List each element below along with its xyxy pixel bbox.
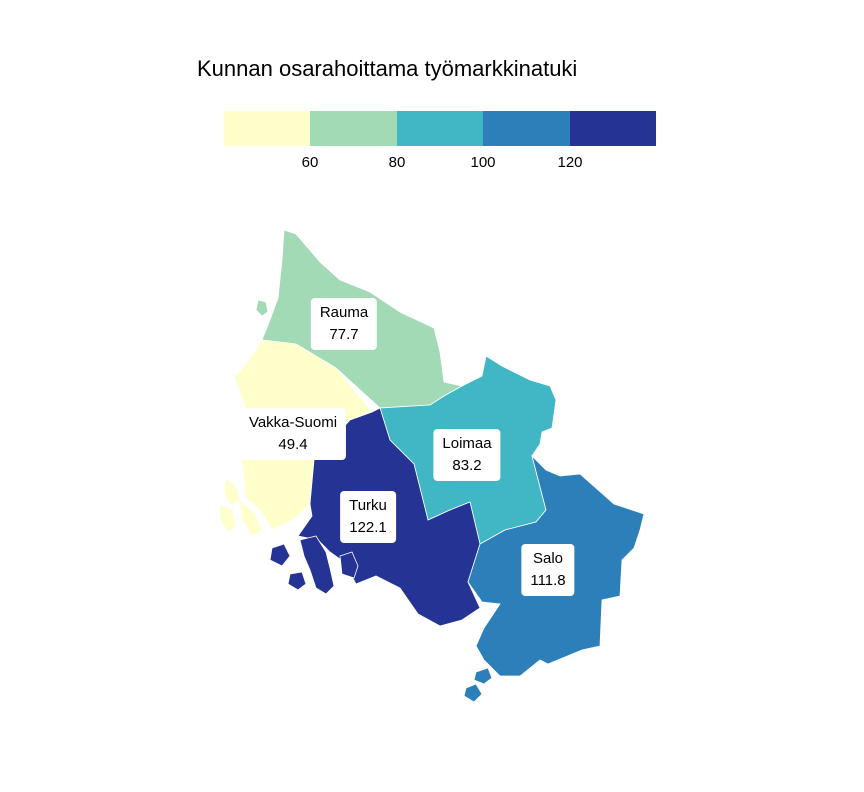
island-turku xyxy=(287,571,307,591)
legend-swatch-1 xyxy=(224,111,311,146)
region-label-name: Turku xyxy=(349,497,387,514)
island-turku xyxy=(339,551,359,579)
island-salo xyxy=(463,683,483,703)
region-label-value: 122.1 xyxy=(349,519,387,536)
region-label-name: Rauma xyxy=(319,304,369,321)
legend-tick: 120 xyxy=(557,154,583,171)
region-label-name: Loimaa xyxy=(442,435,492,452)
region-label-value: 111.8 xyxy=(530,572,566,589)
legend-swatch-3 xyxy=(396,111,484,146)
island-vakka-suomi xyxy=(223,477,241,507)
map-title: Kunnan osarahoittama työmarkkinatuki xyxy=(197,56,578,81)
island-vakka-suomi xyxy=(239,499,263,537)
legend-swatch-4 xyxy=(483,111,570,146)
legend-ticks: 60 80 100 120 xyxy=(224,154,656,174)
region-label-rauma: Rauma 77.7 xyxy=(310,298,378,350)
legend-swatch-5 xyxy=(569,111,657,146)
region-label-value: 49.4 xyxy=(278,436,308,453)
island-vakka-suomi xyxy=(219,503,237,533)
region-label-salo: Salo 111.8 xyxy=(521,544,575,596)
region-label-loimaa: Loimaa 83.2 xyxy=(433,429,501,481)
legend-tick: 60 xyxy=(301,154,319,171)
region-label-name: Salo xyxy=(532,550,564,567)
region-label-turku: Turku 122.1 xyxy=(340,491,396,543)
region-label-value: 83.2 xyxy=(452,457,482,474)
island-turku xyxy=(299,535,335,595)
island-salo xyxy=(473,667,493,685)
island-turku xyxy=(269,543,291,567)
region-label-vakka-suomi: Vakka-Suomi 49.4 xyxy=(239,408,347,460)
legend-tick: 100 xyxy=(470,154,496,171)
region-label-value: 77.7 xyxy=(329,326,359,343)
region-label-name: Vakka-Suomi xyxy=(248,414,338,431)
color-legend xyxy=(224,111,657,146)
legend-swatch-2 xyxy=(310,111,397,146)
legend-tick: 80 xyxy=(388,154,406,171)
island-rauma xyxy=(255,299,269,317)
